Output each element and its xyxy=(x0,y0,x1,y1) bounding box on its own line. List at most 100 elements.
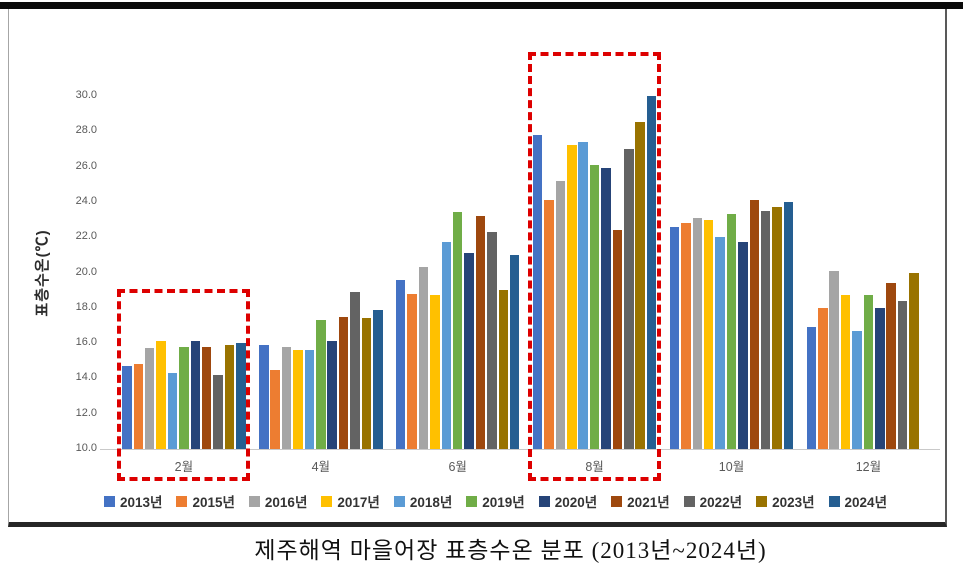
legend-item: 2019년 xyxy=(466,491,525,511)
bar xyxy=(749,200,760,449)
bar xyxy=(852,330,862,449)
y-tick-label: 10.0 xyxy=(75,442,97,454)
x-tick-label: 10월 xyxy=(718,460,745,474)
bar xyxy=(886,283,896,449)
y-tick-label: 12.0 xyxy=(75,406,97,419)
bar xyxy=(909,272,919,449)
bar xyxy=(578,141,588,449)
highlight-box xyxy=(117,289,251,481)
legend-swatch-icon xyxy=(611,495,623,507)
top-border-bar xyxy=(0,2,963,9)
bar xyxy=(726,214,737,449)
bar xyxy=(772,207,782,449)
bar xyxy=(635,122,645,449)
y-tick-label: 16.0 xyxy=(75,336,97,349)
bar xyxy=(783,201,794,449)
legend-swatch-icon xyxy=(321,495,333,507)
legend-item: 2024년 xyxy=(828,491,887,511)
y-tick-label: 30.0 xyxy=(75,89,97,101)
legend-item: 2022년 xyxy=(683,491,743,511)
bar xyxy=(475,216,486,449)
x-tick-label: 12월 xyxy=(855,460,882,474)
bar xyxy=(236,343,246,449)
bar xyxy=(589,164,600,449)
bar xyxy=(509,254,520,449)
bar xyxy=(555,180,566,449)
bar xyxy=(259,344,269,449)
bar xyxy=(316,320,326,449)
bar xyxy=(646,96,657,449)
bar xyxy=(281,346,292,449)
legend-item: 2020년 xyxy=(538,491,597,511)
y-tick-label: 28.0 xyxy=(75,124,97,137)
legend-swatch-icon xyxy=(393,495,405,507)
bar xyxy=(464,253,474,449)
bar xyxy=(418,267,429,449)
legend-item-label: 2024년 xyxy=(844,495,887,510)
legend-swatch-icon xyxy=(538,495,550,507)
bar xyxy=(829,270,839,449)
legend-item-label: 2018년 xyxy=(409,495,453,510)
bar xyxy=(361,318,372,449)
bar xyxy=(703,219,714,449)
x-tick-label: 2월 xyxy=(174,460,194,474)
bar xyxy=(738,242,748,449)
legend-swatch-icon xyxy=(466,495,478,507)
bar xyxy=(692,217,703,449)
legend-swatch-icon xyxy=(104,495,115,507)
bar xyxy=(715,237,725,449)
legend-swatch-icon xyxy=(683,495,695,507)
bar xyxy=(133,364,144,449)
y-tick-label: 22.0 xyxy=(75,230,97,243)
legend-item: 2017년 xyxy=(321,491,380,511)
bar xyxy=(407,293,417,449)
bar xyxy=(840,295,851,449)
legend-swatch-icon xyxy=(756,495,768,507)
bar xyxy=(567,145,577,449)
legend-swatch-icon xyxy=(828,495,840,507)
bar xyxy=(612,230,623,449)
legend-item-label: 2019년 xyxy=(482,495,525,510)
y-tick-label: 18.0 xyxy=(75,300,97,313)
bar xyxy=(201,346,212,449)
legend-item-label: 2013년 xyxy=(120,495,163,510)
bar xyxy=(144,348,155,449)
y-tick-label: 26.0 xyxy=(75,159,97,172)
bar xyxy=(156,341,166,449)
bar xyxy=(190,341,201,449)
bar xyxy=(122,366,132,449)
chart-legend: 2013년 2015년 2016년 2017년 2018년 2019년 2020년 2021년… xyxy=(0,487,963,515)
bar xyxy=(498,290,509,449)
legend-item: 2015년 xyxy=(176,491,235,511)
bar xyxy=(760,210,771,449)
bar xyxy=(669,226,680,449)
legend-item: 2021년 xyxy=(611,491,670,511)
bar xyxy=(213,374,223,449)
bar xyxy=(395,279,406,449)
bar xyxy=(875,307,885,449)
bar xyxy=(270,369,280,449)
bar xyxy=(224,344,235,449)
bar xyxy=(179,346,189,449)
bar xyxy=(806,327,817,449)
bar xyxy=(863,295,874,449)
bar xyxy=(350,291,360,449)
legend-item-label: 2017년 xyxy=(337,495,380,510)
bar xyxy=(373,309,383,449)
bar xyxy=(818,307,828,449)
bar xyxy=(441,242,452,449)
y-tick-label: 24.0 xyxy=(75,194,97,207)
legend-item-label: 2023년 xyxy=(772,495,815,510)
bar xyxy=(624,148,634,449)
highlight-box xyxy=(528,52,662,481)
legend-item-label: 2022년 xyxy=(699,495,743,510)
chart-caption: 제주해역 마을어장 표층수온 분포 (2013년~2024년) xyxy=(254,538,767,563)
legend-item: 2013년 xyxy=(104,491,162,511)
legend-item: 2018년 xyxy=(393,491,453,511)
bar xyxy=(544,200,554,449)
legend-swatch-icon xyxy=(248,495,260,507)
y-tick-label: 14.0 xyxy=(75,371,97,384)
legend-item-label: 2015년 xyxy=(192,495,235,510)
bar xyxy=(338,316,349,449)
